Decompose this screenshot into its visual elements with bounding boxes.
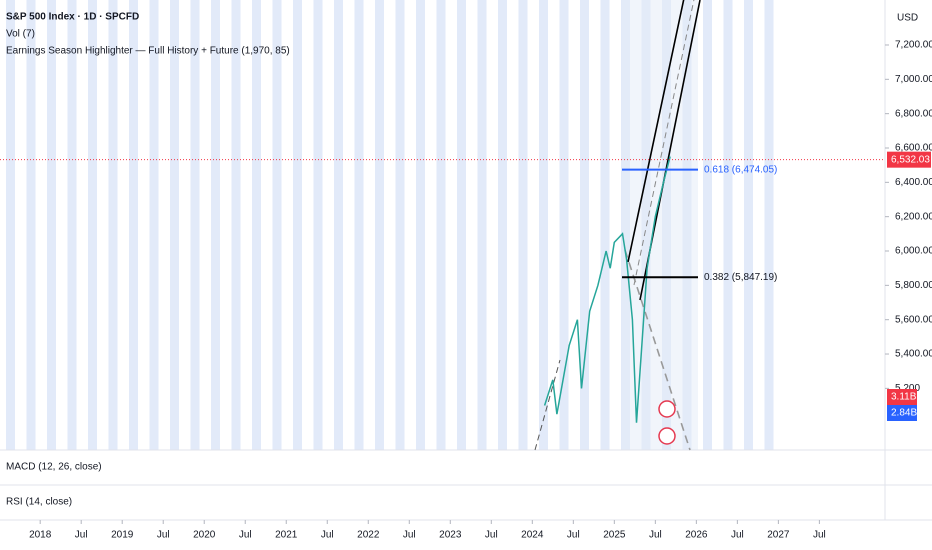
earnings-band <box>129 0 138 450</box>
earnings-band <box>518 0 528 450</box>
projection-line <box>624 249 691 451</box>
earnings-band <box>723 0 733 450</box>
time-tick-label: Jul <box>75 530 88 541</box>
earnings-band <box>334 0 343 450</box>
earnings-band <box>108 0 118 450</box>
earnings-band <box>354 0 364 450</box>
earnings-band <box>47 0 56 450</box>
earnings-band <box>190 0 200 450</box>
event-icon[interactable] <box>658 427 676 445</box>
price-tick-label: 5,600.00 <box>895 314 932 325</box>
time-tick-label: Jul <box>403 530 416 541</box>
earnings-band <box>313 0 323 450</box>
volume-badge-label: 3.11B <box>891 392 917 403</box>
time-tick-label: 2026 <box>685 530 708 541</box>
earnings-band <box>26 0 36 450</box>
time-tick-label: 2022 <box>357 530 380 541</box>
earnings-band <box>539 0 548 450</box>
volume-badge <box>887 405 917 421</box>
time-tick-label: Jul <box>239 530 252 541</box>
price-tick-label: 6,800.00 <box>895 108 932 119</box>
macd-legend: MACD (12, 26, close) <box>6 462 102 473</box>
earnings-band <box>170 0 179 450</box>
earnings-band <box>498 0 507 450</box>
earnings-band <box>272 0 282 450</box>
time-tick-label: Jul <box>567 530 580 541</box>
time-tick-label: Jul <box>321 530 334 541</box>
earnings-band <box>149 0 159 450</box>
time-tick-label: Jul <box>157 530 170 541</box>
earnings-band <box>457 0 466 450</box>
volume-legend: Vol (7) <box>6 29 35 40</box>
fib-label: 0.382 (5,847.19) <box>704 272 777 283</box>
fib-label: 0.618 (6,474.05) <box>704 164 777 175</box>
earnings-band <box>211 0 220 450</box>
rsi-legend: RSI (14, close) <box>6 497 72 508</box>
time-tick-label: 2019 <box>111 530 134 541</box>
time-tick-label: Jul <box>813 530 826 541</box>
projection-line <box>534 359 561 451</box>
earnings-band <box>67 0 77 450</box>
indicator-legend: Earnings Season Highlighter — Full Histo… <box>6 46 290 57</box>
last-price-badge <box>887 151 931 168</box>
price-tick-label: 6,000.00 <box>895 246 932 257</box>
volume-badge-label: 2.84B <box>891 408 917 419</box>
earnings-band <box>6 0 15 450</box>
time-tick-label: Jul <box>649 530 662 541</box>
last-price-label: 6,532.03 <box>891 154 930 165</box>
earnings-band <box>600 0 610 450</box>
earnings-band <box>744 0 753 450</box>
earnings-band <box>703 0 712 450</box>
time-tick-label: 2024 <box>521 530 544 541</box>
earnings-band <box>477 0 487 450</box>
price-tick-label: 6,400.00 <box>895 177 932 188</box>
time-tick-label: 2018 <box>29 530 52 541</box>
earnings-band <box>88 0 97 450</box>
time-tick-label: 2023 <box>439 530 462 541</box>
time-tick-label: 2025 <box>603 530 626 541</box>
price-tick-label: 7,000.00 <box>895 74 932 85</box>
price-tick-label: 5,400.00 <box>895 349 932 360</box>
trend-mid-line <box>633 0 695 286</box>
earnings-band <box>580 0 589 450</box>
price-tick-label: 5,200 <box>895 383 920 394</box>
price-tick-label: 7,200.00 <box>895 40 932 51</box>
earnings-band <box>375 0 384 450</box>
volume-badge <box>887 389 917 405</box>
time-tick-label: Jul <box>485 530 498 541</box>
currency-label: USD <box>897 13 918 24</box>
earnings-band <box>252 0 261 450</box>
earnings-band <box>559 0 569 450</box>
earnings-band <box>395 0 405 450</box>
earnings-band <box>293 0 302 450</box>
price-tick-label: 6,200.00 <box>895 211 932 222</box>
time-tick-label: 2021 <box>275 530 298 541</box>
price-tick-label: 6,600.00 <box>895 143 932 154</box>
earnings-band <box>231 0 241 450</box>
event-icon[interactable] <box>658 400 676 418</box>
earnings-band <box>416 0 425 450</box>
time-tick-label: 2027 <box>767 530 790 541</box>
trend-line <box>627 0 685 263</box>
time-tick-label: Jul <box>731 530 744 541</box>
earnings-band <box>436 0 446 450</box>
price-tick-label: 5,800.00 <box>895 280 932 291</box>
earnings-band <box>764 0 774 450</box>
symbol-title: S&P 500 Index · 1D · SPCFD <box>6 12 139 23</box>
time-tick-label: 2020 <box>193 530 216 541</box>
